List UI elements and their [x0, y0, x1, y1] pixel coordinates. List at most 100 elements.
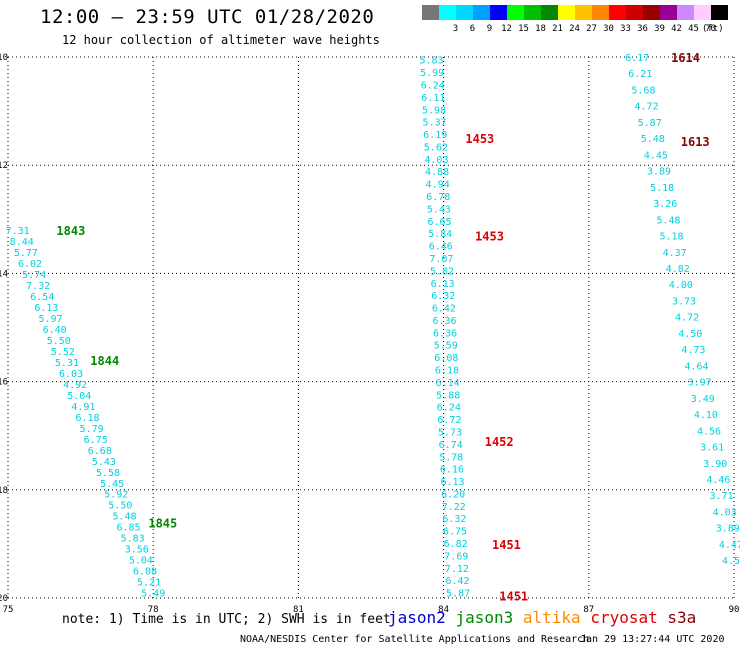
color-swatch [422, 5, 439, 20]
wave-height-value: 6.18 [435, 366, 459, 377]
wave-height-value: 3.89 [716, 524, 740, 535]
wave-height-value: 4.72 [635, 102, 659, 113]
color-swatch [660, 5, 677, 20]
track-center: 5.835.996.246.115.985.376.195.624.034.88… [419, 56, 470, 600]
wave-height-value: 5.83 [419, 56, 443, 67]
color-swatch [558, 5, 575, 20]
wave-height-value: 4.94 [426, 180, 450, 191]
pass-time-label: 1452 [485, 435, 514, 449]
wave-height-value: 6.75 [443, 527, 467, 538]
lat-tick-label: 20 [0, 594, 8, 604]
lon-tick-label: 84 [438, 605, 449, 615]
pass-time-label: 1614 [671, 51, 700, 65]
wave-height-value: 7.69 [444, 551, 468, 562]
wave-height-value: 5.04 [129, 556, 153, 567]
wave-height-value: 5.50 [108, 501, 132, 512]
color-scale-legend: 3 6 9 12 15 18 21 24 27 30 33 36 39 42 45 70 [422, 5, 728, 39]
wave-height-value: 4.46 [706, 475, 730, 486]
lon-tick-label: 90 [729, 605, 740, 615]
wave-height-value: 6.85 [117, 523, 141, 534]
wave-height-value: 5.37 [423, 118, 447, 129]
wave-height-value: 5.68 [631, 85, 655, 96]
wave-height-value: 6.46 [429, 242, 453, 253]
wave-height-value: 5.88 [436, 390, 460, 401]
satellite-legend: jason2 jason3 altika cryosat s3a [388, 608, 696, 627]
wave-height-value: 4.10 [694, 410, 718, 421]
color-swatch [592, 5, 609, 20]
wave-height-value: 4.45 [644, 150, 668, 161]
wave-height-value: 5.77 [14, 248, 38, 259]
wave-height-value: 5.48 [641, 134, 665, 145]
pass-time-label: 1451 [492, 538, 521, 552]
wave-height-value: 5.87 [446, 589, 470, 600]
wave-height-value: 5.83 [121, 534, 145, 545]
chart-subtitle: 12 hour collection of altimeter wave hei… [62, 33, 380, 47]
lon-tick-label: 81 [293, 605, 304, 615]
color-swatch-label: 39 [654, 24, 665, 34]
wave-height-value: 6.24 [437, 403, 461, 414]
wave-height-value: 6.21 [628, 69, 652, 80]
color-swatch-label: 36 [637, 24, 648, 34]
wave-height-value: 5.45 [100, 479, 124, 490]
wave-height-value: 4.50 [678, 329, 702, 340]
lat-tick-label: 18 [0, 486, 8, 496]
lat-tick-label: 10 [0, 53, 8, 63]
wave-height-value: 6.13 [34, 303, 58, 314]
color-swatch [439, 5, 456, 20]
wave-height-value: 5.62 [424, 142, 448, 153]
wave-height-value: 5.43 [427, 204, 451, 215]
wave-height-value: 6.36 [433, 328, 457, 339]
color-swatch-label: 70 [705, 24, 716, 34]
satellite-s3a: s3a [667, 608, 697, 627]
color-swatch [473, 5, 490, 20]
wave-height-value: 4.88 [425, 167, 449, 178]
wave-height-value: 4.47 [719, 540, 740, 551]
wave-height-value: 5.73 [438, 427, 462, 438]
wave-height-value: 6.72 [437, 415, 461, 426]
color-swatch-label: 30 [603, 24, 614, 34]
lon-tick-label: 87 [583, 605, 594, 615]
color-swatch-label: 9 [486, 24, 493, 34]
color-swatch [507, 5, 524, 20]
color-swatch [711, 5, 728, 20]
color-swatch [456, 5, 473, 20]
wave-height-value: 7.22 [442, 502, 466, 513]
satellite-jason3: jason3 [455, 608, 523, 627]
color-swatch-label: 6 [469, 24, 476, 34]
wave-height-value: 4.64 [684, 361, 708, 372]
wave-height-value: 7.31 [6, 226, 30, 237]
pass-time-label: 1844 [90, 354, 119, 368]
wave-height-value: 3.26 [653, 199, 677, 210]
color-swatch [694, 5, 711, 20]
pass-time-labels: 1843 1844 1845 1453 1453 1452 1451 1451 1614 1613 [56, 51, 709, 603]
color-swatch-label: 24 [569, 24, 580, 34]
wave-height-value: 4.03 [713, 507, 737, 518]
axis-tick-labels: 75 78 81 84 87 90 10 12 14 16 18 20 [0, 53, 739, 615]
satellite-cryosat: cryosat [590, 608, 668, 627]
wave-height-value: 6.32 [431, 291, 455, 302]
pass-time-label: 1453 [465, 132, 494, 146]
wave-height-value: 5.48 [112, 512, 136, 523]
wave-height-value: 4.53 [722, 556, 740, 567]
wave-height-value: 3.89 [647, 167, 671, 178]
color-swatch-label: 18 [535, 24, 546, 34]
wave-height-value: 7.07 [429, 254, 453, 265]
wave-height-value: 4.37 [663, 248, 687, 259]
track-east: 6.17 6.21 5.68 4.72 5.87 5.48 4.45 3.89 5.18 3.26… [625, 53, 740, 567]
wave-height-value: 6.14 [436, 378, 460, 389]
wave-height-value: 5.58 [96, 468, 120, 479]
wave-height-value: 5.79 [80, 424, 104, 435]
wave-height-value: 5.18 [650, 183, 674, 194]
wave-height-value: 5.50 [47, 336, 71, 347]
wave-height-value: 6.03 [59, 369, 83, 380]
wave-height-value: 5.78 [439, 452, 463, 463]
wave-height-value: 5.21 [137, 578, 161, 589]
wave-height-value: 6.42 [432, 304, 456, 315]
wave-height-value: 6.11 [421, 93, 445, 104]
wave-height-value: 5.84 [428, 229, 452, 240]
color-swatch [609, 5, 626, 20]
pass-time-label: 1451 [499, 589, 528, 603]
map-grid [7, 56, 735, 599]
wave-height-value: 5.82 [430, 266, 454, 277]
wave-height-value: 4.82 [666, 264, 690, 275]
